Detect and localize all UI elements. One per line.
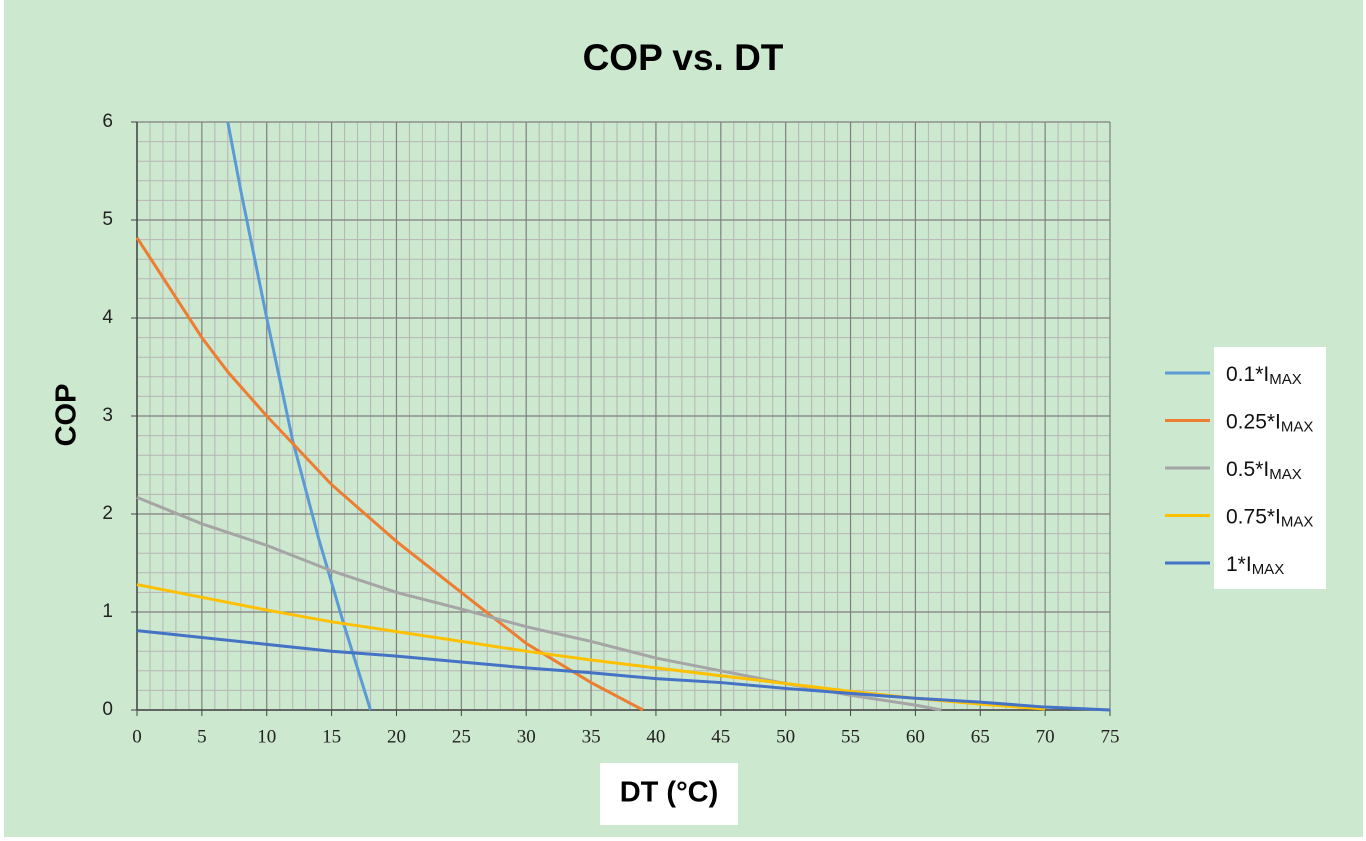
x-tick-label: 20 <box>387 726 406 747</box>
x-tick-label: 30 <box>517 726 536 747</box>
x-tick-label: 55 <box>841 726 860 747</box>
x-tick-label: 25 <box>452 726 471 747</box>
series-line <box>135 236 644 712</box>
legend-box <box>1214 489 1326 542</box>
x-tick-label: 65 <box>971 726 990 747</box>
legend-label: 0.25*IMAX <box>1226 410 1313 435</box>
x-tick-label: 0 <box>132 726 142 747</box>
x-tick-label: 60 <box>906 726 925 747</box>
y-tick-label: 0 <box>102 699 113 720</box>
chart-title: COP vs. DT <box>583 37 784 78</box>
legend-label: 1*IMAX <box>1226 553 1284 578</box>
x-tick-label: 35 <box>582 726 601 747</box>
x-tick-label: 5 <box>197 726 207 747</box>
y-tick-label: 6 <box>102 111 113 132</box>
series-line <box>226 121 372 711</box>
legend-box <box>1214 442 1326 494</box>
y-tick-label: 4 <box>102 307 113 328</box>
x-tick-label: 75 <box>1101 726 1120 747</box>
y-tick-label: 3 <box>102 405 113 426</box>
x-tick-label: 10 <box>257 726 276 747</box>
x-tick-label: 15 <box>322 726 341 747</box>
legend-box <box>1214 394 1326 447</box>
y-axis-label: COP <box>51 384 83 447</box>
x-tick-label: 45 <box>711 726 730 747</box>
chart-background <box>4 0 1363 837</box>
y-tick-label: 5 <box>102 209 113 230</box>
y-tick-label: 1 <box>102 601 113 622</box>
legend-label: 0.1*IMAX <box>1226 363 1302 388</box>
x-label-box <box>600 763 738 825</box>
legend-label: 0.5*IMAX <box>1226 458 1302 483</box>
legend-box <box>1214 347 1326 399</box>
x-tick-label: 50 <box>776 726 795 747</box>
legend-label: 0.75*IMAX <box>1226 505 1313 530</box>
series-line <box>136 629 1111 712</box>
legend-box <box>1214 537 1326 589</box>
x-axis-label: DT (°C) <box>620 777 719 809</box>
x-tick-label: 70 <box>1036 726 1055 747</box>
x-tick-label: 40 <box>646 726 665 747</box>
y-tick-label: 2 <box>102 503 113 524</box>
